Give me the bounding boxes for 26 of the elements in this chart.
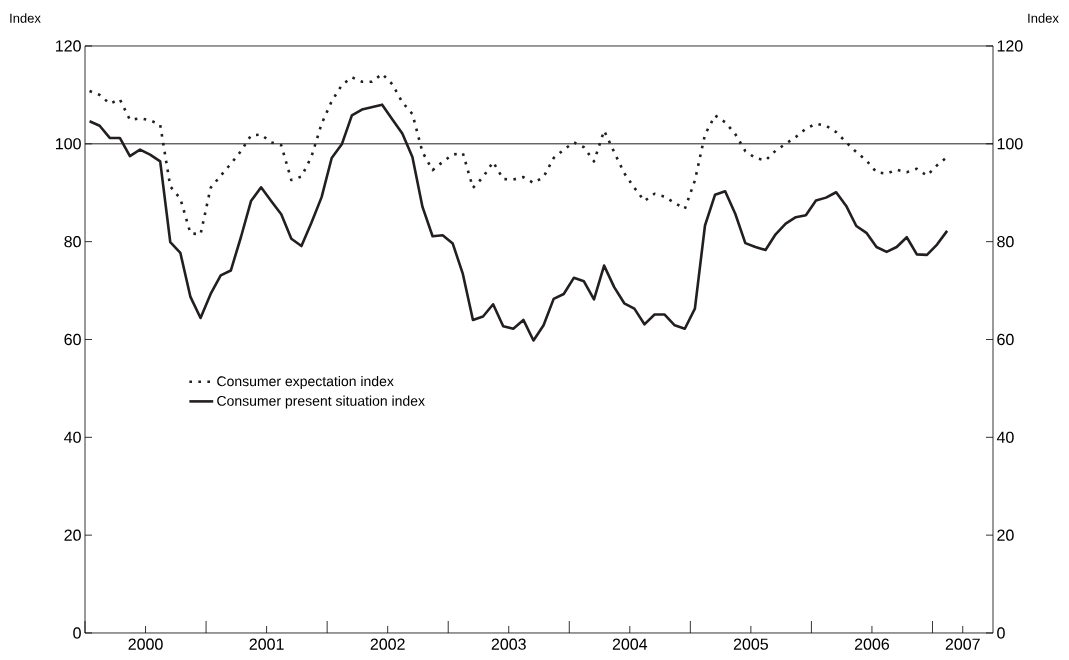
y-tick-label: 40: [64, 431, 81, 443]
x-tick-label: 2006: [854, 638, 890, 650]
y2-tick-label: 120: [997, 40, 1023, 52]
y2-tick-label: 100: [997, 138, 1023, 150]
y2-axis-title: Index: [1028, 13, 1059, 23]
legend-label: Consumer expectation index: [217, 375, 394, 389]
y2-tick-label: 60: [997, 333, 1014, 346]
x-tick-label: 2003: [491, 638, 526, 650]
y2-tick-label: 40: [996, 431, 1014, 443]
x-tick-label: 2007: [945, 638, 980, 650]
y-axis-title: Index: [10, 13, 41, 23]
x-tick-label: 2005: [733, 638, 768, 650]
y-tick-label: 80: [64, 235, 81, 248]
y2-tick-label: 80: [997, 235, 1014, 248]
y-tick-label: 60: [64, 333, 81, 346]
y-tick-label: 20: [64, 529, 81, 541]
y2-tick-label: 0: [997, 627, 1005, 639]
x-tick-label: 2002: [370, 638, 405, 650]
x-tick-label: 2000: [128, 638, 163, 650]
y-tick-label: 100: [56, 138, 81, 150]
y-tick-label: 120: [56, 40, 81, 52]
legend-label: Consumer present situation index: [217, 395, 425, 409]
y2-tick-label: 20: [997, 529, 1014, 541]
x-tick-label: 2004: [612, 638, 648, 650]
y-tick-label: 0: [73, 627, 81, 639]
x-tick-label: 2001: [249, 638, 284, 650]
